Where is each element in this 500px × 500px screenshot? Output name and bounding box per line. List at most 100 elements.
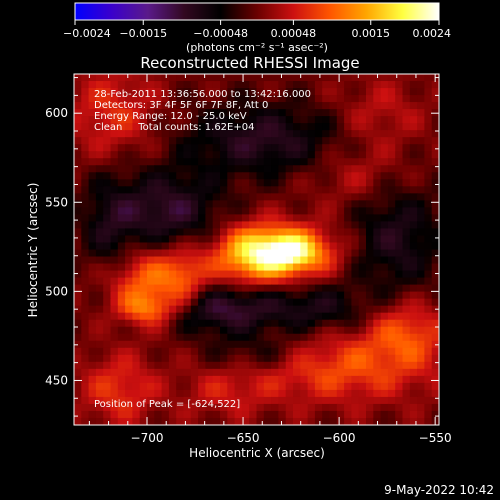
heatmap-cell: [271, 256, 279, 265]
heatmap-cell: [74, 102, 82, 110]
heatmap-cell: [373, 207, 382, 215]
heatmap-cell: [81, 389, 90, 398]
heatmap-cell: [147, 256, 155, 265]
heatmap-cell: [161, 382, 170, 391]
heatmap-cell: [110, 109, 119, 117]
heatmap-cell: [373, 249, 382, 258]
heatmap-cell: [227, 102, 236, 110]
heatmap-cell: [190, 256, 199, 265]
heatmap-cell: [198, 158, 206, 166]
heatmap-cell: [293, 263, 301, 272]
heatmap-cell: [329, 81, 338, 89]
heatmap-cell: [431, 151, 439, 159]
heatmap-cell: [132, 305, 141, 314]
heatmap-cell: [336, 158, 345, 166]
heatmap-cell: [373, 221, 382, 230]
heatmap-cell: [256, 375, 265, 384]
heatmap-cell: [249, 130, 258, 138]
heatmap-cell: [336, 102, 345, 110]
heatmap-cell: [329, 235, 338, 244]
heatmap-cell: [373, 382, 382, 391]
heatmap-cell: [139, 249, 148, 258]
heatmap-cell: [147, 74, 155, 82]
heatmap-cell: [212, 284, 221, 293]
heatmap-cell: [198, 102, 206, 110]
heatmap-cell: [314, 81, 323, 89]
heatmap-cell: [329, 389, 338, 398]
heatmap-cell: [103, 396, 112, 405]
heatmap-cell: [81, 347, 90, 356]
heatmap-cell: [344, 368, 352, 377]
heatmap-cell: [314, 340, 323, 349]
heatmap-cell: [351, 151, 360, 159]
heatmap-cell: [183, 200, 192, 208]
heatmap-cell: [344, 249, 352, 258]
heatmap-cell: [424, 326, 433, 335]
heatmap-cell: [285, 333, 294, 342]
heatmap-cell: [110, 354, 119, 363]
heatmap-cell: [285, 249, 294, 258]
heatmap-cell: [88, 144, 97, 152]
heatmap-cell: [387, 74, 396, 82]
heatmap-cell: [307, 410, 316, 419]
heatmap-cell: [74, 417, 82, 425]
heatmap-cell: [358, 263, 367, 272]
heatmap-cell: [205, 326, 214, 335]
heatmap-cell: [241, 95, 250, 103]
heatmap-cell: [329, 151, 338, 159]
heatmap-cell: [227, 88, 236, 96]
heatmap-cell: [256, 95, 265, 103]
heatmap-cell: [110, 165, 119, 173]
heatmap-cell: [74, 312, 82, 321]
heatmap-cell: [366, 382, 374, 391]
heatmap-cell: [402, 249, 411, 258]
heatmap-cell: [81, 137, 90, 145]
heatmap-cell: [300, 312, 309, 321]
heatmap-cell: [409, 277, 418, 286]
heatmap-cell: [95, 396, 104, 405]
heatmap-cell: [168, 270, 177, 279]
heatmap-cell: [344, 235, 352, 244]
heatmap-cell: [220, 305, 228, 314]
heatmap-cell: [424, 389, 433, 398]
heatmap-cell: [417, 305, 425, 314]
heatmap-cell: [234, 326, 243, 335]
heatmap-cell: [307, 354, 316, 363]
heatmap-cell: [74, 221, 82, 230]
heatmap-cell: [271, 354, 279, 363]
heatmap-cell: [249, 186, 258, 194]
heatmap-cell: [424, 396, 433, 405]
heatmap-cell: [212, 179, 221, 187]
heatmap-cell: [417, 347, 425, 356]
heatmap-cell: [431, 256, 439, 265]
heatmap-cell: [161, 137, 170, 145]
heatmap-cell: [358, 95, 367, 103]
heatmap-cell: [154, 242, 163, 251]
heatmap-cell: [271, 284, 279, 293]
heatmap-cell: [256, 263, 265, 272]
heatmap-cell: [205, 172, 214, 180]
heatmap-cell: [314, 151, 323, 159]
heatmap-cell: [212, 396, 221, 405]
heatmap-cell: [125, 158, 133, 166]
heatmap-cell: [263, 130, 272, 138]
heatmap-cell: [293, 319, 301, 328]
heatmap-cell: [373, 235, 382, 244]
heatmap-cell: [249, 207, 258, 215]
heatmap-cell: [387, 249, 396, 258]
heatmap-cell: [409, 214, 418, 223]
heatmap-cell: [249, 361, 258, 370]
heatmap-cell: [117, 375, 126, 384]
heatmap-cell: [110, 417, 119, 425]
heatmap-cell: [358, 354, 367, 363]
heatmap-cell: [147, 340, 155, 349]
heatmap-cell: [285, 410, 294, 419]
heatmap-cell: [256, 333, 265, 342]
heatmap-cell: [307, 95, 316, 103]
heatmap-cell: [154, 235, 163, 244]
heatmap-cell: [336, 361, 345, 370]
heatmap-cell: [409, 228, 418, 237]
heatmap-cell: [300, 347, 309, 356]
heatmap-cell: [285, 284, 294, 293]
heatmap-cell: [74, 403, 82, 412]
